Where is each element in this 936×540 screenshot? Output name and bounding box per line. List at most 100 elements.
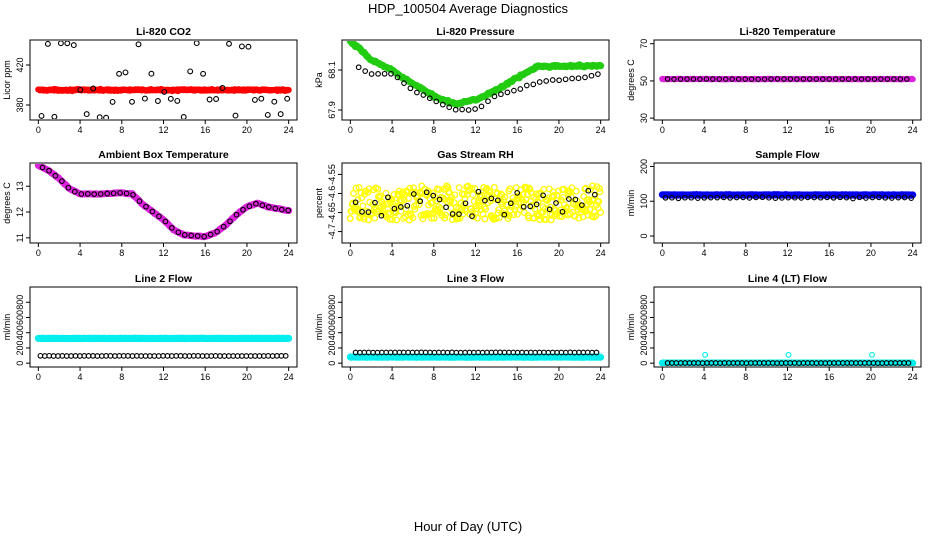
data-point [597,62,605,70]
data-point [372,199,378,206]
panel-title: Line 4 (LT) Flow [748,273,828,285]
data-point [520,203,527,210]
data-point [863,195,869,201]
x-tick-label: 8 [431,125,436,135]
x-tick-label: 20 [242,248,252,258]
data-point [845,76,852,82]
data-point [443,182,451,190]
data-point [219,85,226,91]
panel-line2: Line 2 Flow 0 4 8 12 16 20 24 0 200400600800ml/mi… [2,273,298,382]
x-tick-label: 20 [242,125,252,135]
data-point [162,218,169,225]
panel-title: Li-820 Pressure [436,26,514,38]
data-point [714,194,721,201]
data-point [595,198,603,205]
data-point [545,185,553,193]
data-point [494,197,501,204]
data-point [897,76,904,82]
data-point [746,195,753,201]
data-point [532,190,540,198]
data-point [272,205,279,212]
data-point [446,104,453,111]
data-point [703,76,710,82]
data-point [433,197,441,205]
panel-title: Sample Flow [755,149,820,161]
data-point [207,231,214,238]
data-point [397,204,404,210]
x-tick-label: 0 [660,125,665,135]
data-point [84,191,91,197]
data-point [103,114,110,119]
x-tick-label: 4 [390,372,395,382]
data-point [459,106,465,113]
data-point [486,188,494,196]
y-tick-label: -4.65 [327,202,337,223]
x-tick-label: 12 [782,248,792,258]
data-point [83,111,90,118]
x-tick-label: 16 [200,372,210,382]
data-point [909,191,917,199]
data-point [671,76,677,82]
series-filled [346,41,605,108]
x-tick-label: 0 [660,372,665,382]
x-tick-label: 12 [470,372,480,382]
data-point [473,214,481,222]
data-point [595,71,601,77]
x-tick-label: 16 [824,372,834,382]
x-tick-label: 0 [348,248,353,258]
data-point [227,218,233,225]
x-tick-label: 24 [284,372,294,382]
data-point [123,190,130,197]
data-point [394,74,401,81]
y-tick-label: 600 [15,310,25,325]
data-point [675,195,682,202]
data-point [549,77,556,83]
data-point [188,232,195,239]
x-tick-label: 20 [866,248,876,258]
plot-frame [29,39,298,121]
series-open [37,352,289,359]
y-tick-label: 400 [327,325,337,340]
y-axis-label: degrees C [2,182,12,224]
x-tick-label: 0 [348,125,353,135]
data-point [156,213,162,220]
data-point [240,206,246,213]
data-point [884,76,891,82]
y-tick-label: 68.1 [327,61,337,79]
data-point [843,194,850,201]
data-point [97,191,104,197]
data-point [402,205,410,213]
data-point [77,86,84,93]
y-tick-label: 600 [327,310,337,325]
y-tick-label: 12 [15,207,25,217]
data-point [832,76,839,82]
data-point [804,194,811,201]
x-tick-label: 24 [284,125,294,135]
data-point [109,98,116,105]
data-point [575,75,582,82]
data-point [774,76,781,82]
data-point [733,194,740,201]
data-point [282,353,289,359]
data-point [909,76,916,83]
data-point [407,212,415,220]
data-point [787,76,794,82]
series-open [664,76,910,82]
series-open [662,194,915,202]
data-point [181,232,188,238]
y-tick-label: -4.55 [327,164,337,185]
data-point [352,184,360,192]
data-point [475,188,482,195]
data-point [194,233,201,239]
x-tick-label: 20 [866,372,876,382]
data-point [662,194,669,201]
data-point [697,76,703,82]
data-point [507,206,514,214]
x-tick-label: 8 [119,125,124,135]
data-point [882,194,889,201]
data-point [414,89,420,96]
data-point [702,351,709,358]
series-spikes [702,351,875,358]
y-tick-label: 420 [15,57,25,72]
